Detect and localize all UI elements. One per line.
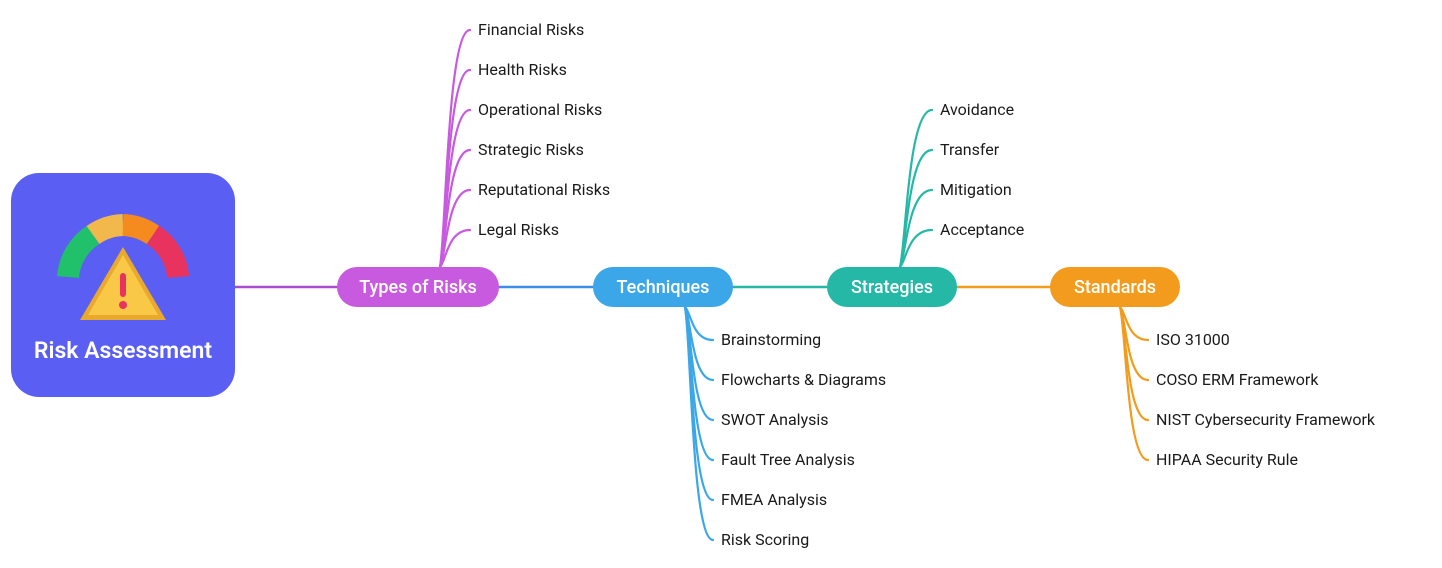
root-title: Risk Assessment bbox=[34, 337, 212, 364]
leaf-label: Transfer bbox=[940, 140, 999, 159]
leaf-label: HIPAA Security Rule bbox=[1156, 450, 1298, 469]
branch-standards: Standards bbox=[1050, 267, 1180, 307]
leaf-label: FMEA Analysis bbox=[721, 490, 827, 509]
leaf-label: Financial Risks bbox=[478, 20, 584, 39]
leaf-label: ISO 31000 bbox=[1156, 330, 1230, 349]
branch-techniques: Techniques bbox=[593, 267, 733, 307]
risk-gauge-icon bbox=[48, 207, 198, 327]
leaf-label: Operational Risks bbox=[478, 100, 602, 119]
root-node: Risk Assessment bbox=[11, 173, 235, 397]
leaf-label: Acceptance bbox=[940, 220, 1024, 239]
branch-strategies: Strategies bbox=[827, 267, 957, 307]
leaf-label: Reputational Risks bbox=[478, 180, 610, 199]
leaf-label: Legal Risks bbox=[478, 220, 559, 239]
branch-types: Types of Risks bbox=[337, 267, 499, 307]
leaf-label: SWOT Analysis bbox=[721, 410, 829, 429]
leaf-label: Fault Tree Analysis bbox=[721, 450, 855, 469]
leaf-label: Flowcharts & Diagrams bbox=[721, 370, 886, 389]
leaf-label: COSO ERM Framework bbox=[1156, 370, 1318, 389]
leaf-label: NIST Cybersecurity Framework bbox=[1156, 410, 1375, 429]
leaf-label: Mitigation bbox=[940, 180, 1012, 199]
leaf-label: Avoidance bbox=[940, 100, 1014, 119]
leaf-label: Brainstorming bbox=[721, 330, 821, 349]
leaf-label: Health Risks bbox=[478, 60, 567, 79]
leaf-label: Strategic Risks bbox=[478, 140, 584, 159]
leaf-label: Risk Scoring bbox=[721, 530, 809, 549]
